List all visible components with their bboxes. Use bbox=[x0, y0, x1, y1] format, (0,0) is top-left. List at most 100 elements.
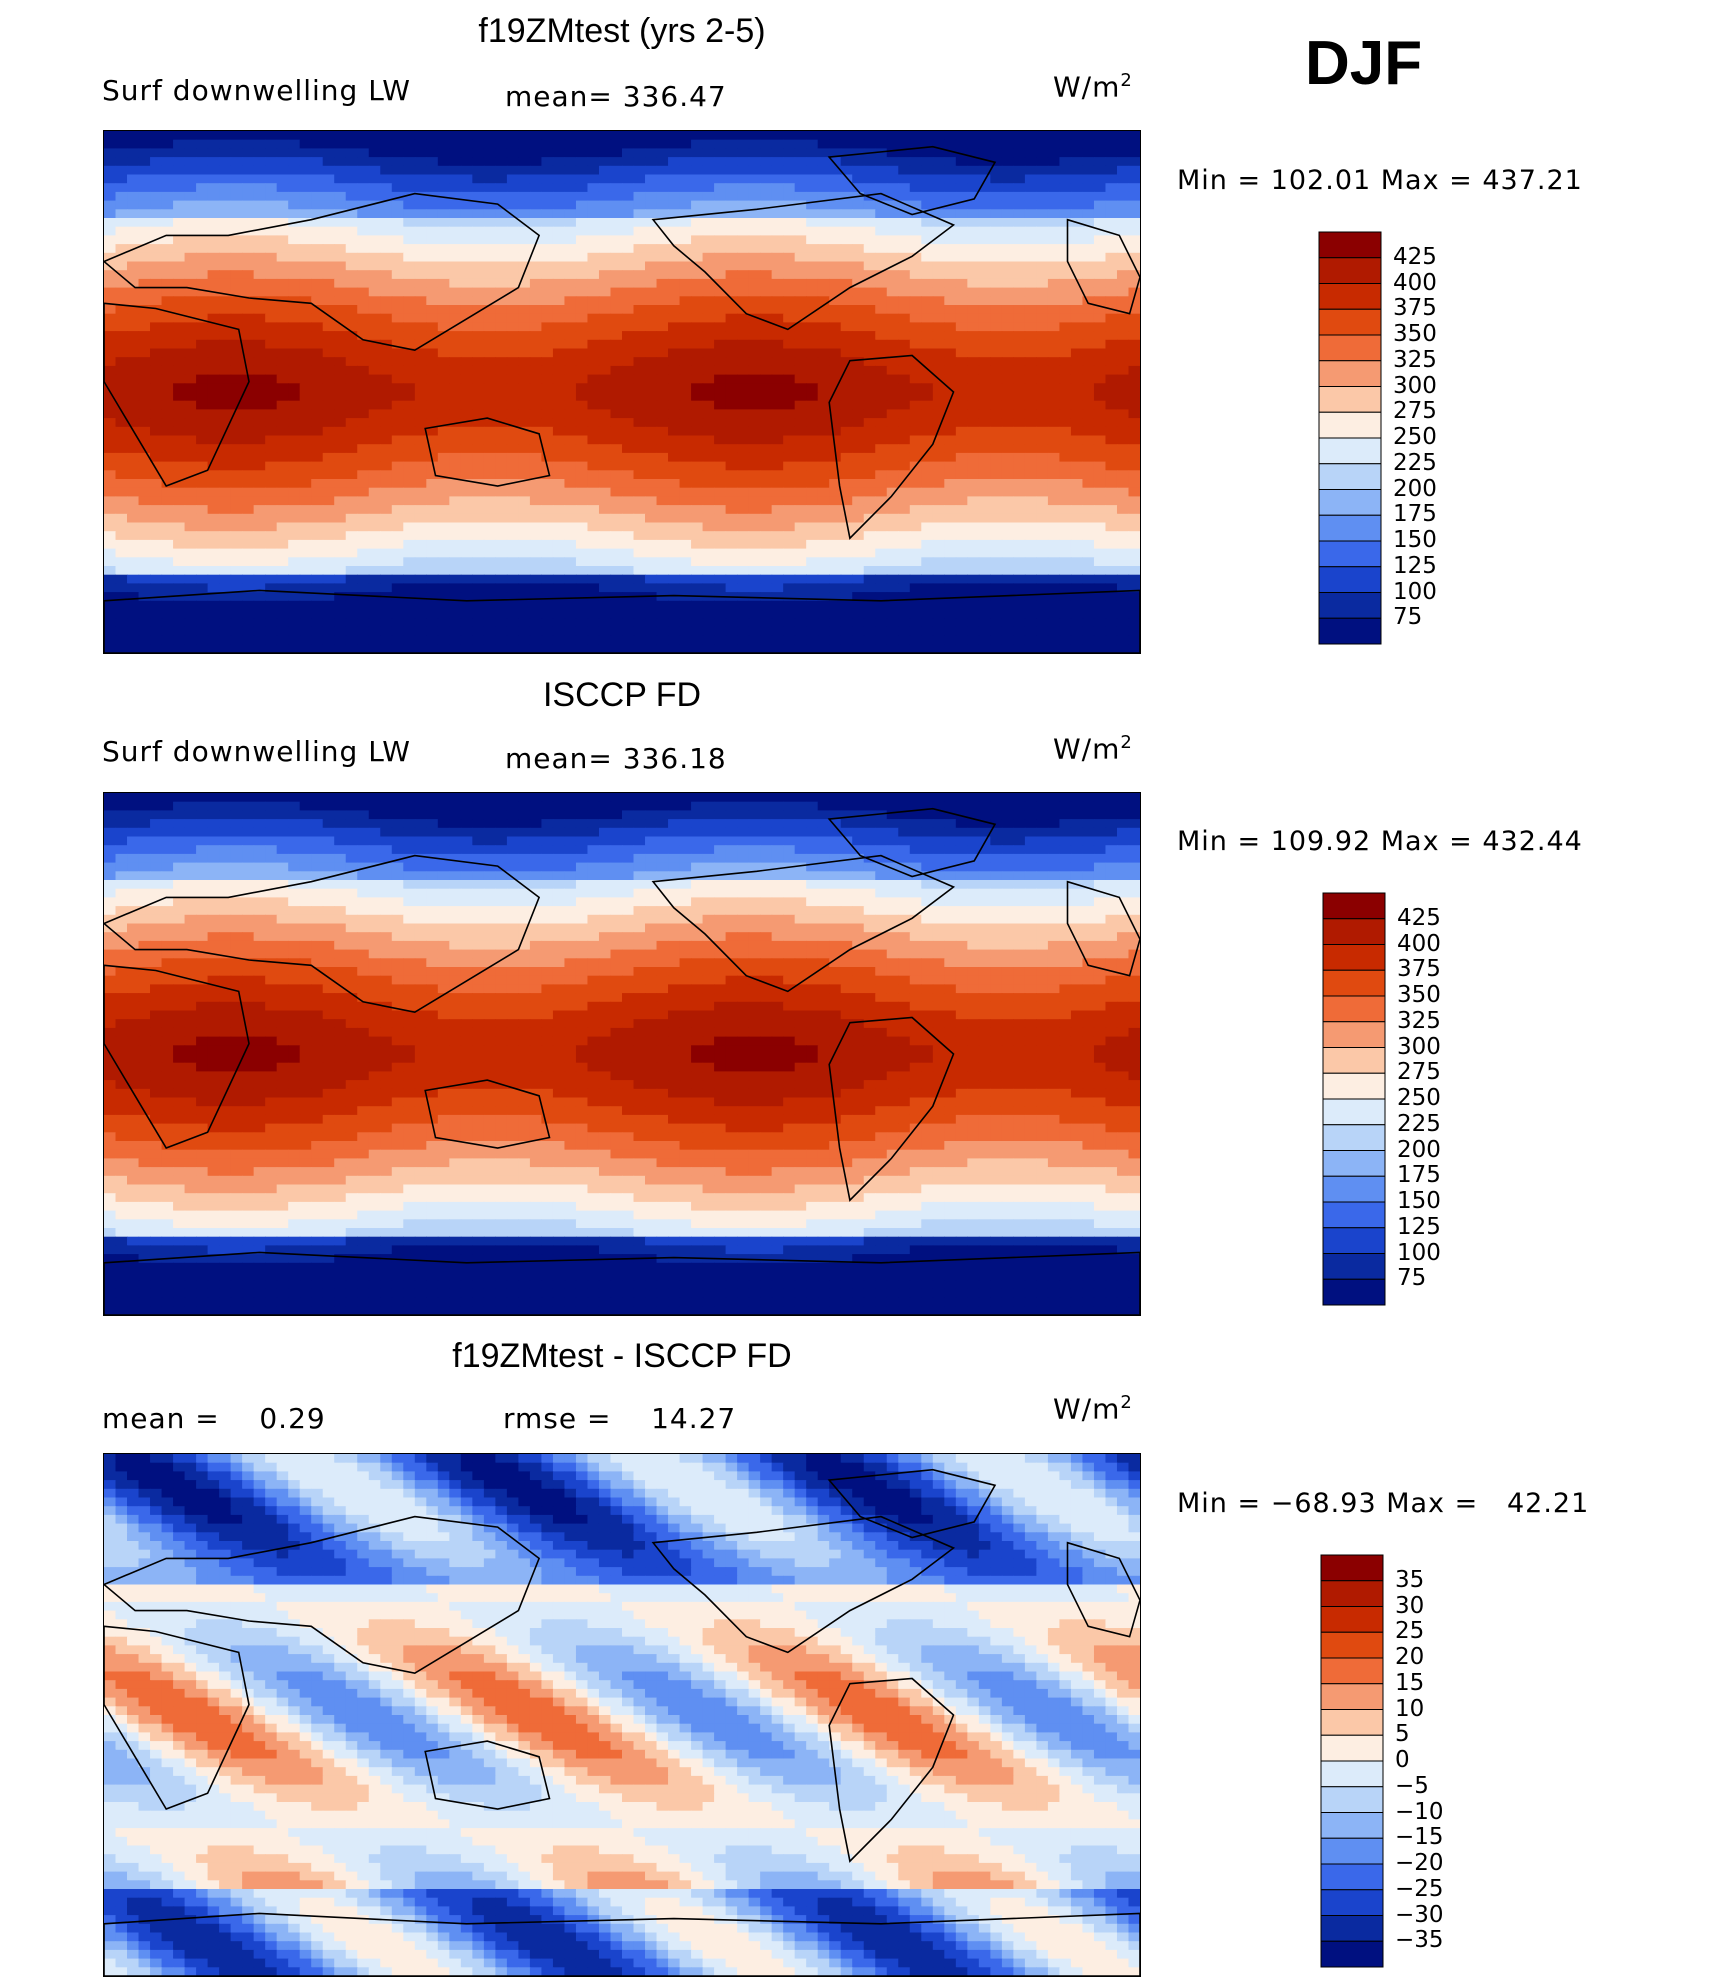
colorbar-tick-label: 175 bbox=[1393, 501, 1437, 528]
colorbar-swatch bbox=[1320, 1606, 1384, 1633]
colorbar-tick-label: 275 bbox=[1397, 1059, 1441, 1086]
colorbar-swatch bbox=[1320, 1863, 1384, 1891]
colorbar-tick-label: 200 bbox=[1397, 1136, 1441, 1163]
colorbar-swatch bbox=[1322, 995, 1386, 1023]
colorbar-swatch bbox=[1318, 283, 1382, 310]
season-label: DJF bbox=[1305, 29, 1423, 98]
panel-3-title: f19ZMtest - ISCCP FD bbox=[452, 1337, 792, 1375]
colorbar-tick-label: 150 bbox=[1397, 1188, 1441, 1214]
colorbar-tick-label: −5 bbox=[1395, 1772, 1429, 1799]
colorbar-tick-label: 375 bbox=[1393, 295, 1437, 322]
colorbar-tick-label: 125 bbox=[1393, 552, 1437, 579]
colorbar-swatch bbox=[1320, 1889, 1384, 1916]
colorbar-tick-label: 125 bbox=[1397, 1213, 1441, 1240]
coastline bbox=[827, 145, 997, 216]
colorbar-tick-label: 225 bbox=[1393, 449, 1437, 476]
colorbar-swatch bbox=[1322, 969, 1386, 997]
colorbar-tick-label: 20 bbox=[1395, 1644, 1425, 1670]
colorbar-tick-label: 35 bbox=[1395, 1566, 1425, 1593]
coastline bbox=[1066, 1541, 1140, 1638]
panel-1-minmax-label: Min = 102.01 Max = 437.21 bbox=[1177, 165, 1583, 196]
colorbar-tick-label: 400 bbox=[1397, 930, 1441, 957]
panel-1-mean-label: mean= 336.47 bbox=[505, 80, 727, 113]
colorbar-tick-label: 425 bbox=[1393, 243, 1437, 270]
coastline bbox=[424, 1079, 551, 1149]
colorbar-swatch bbox=[1318, 514, 1382, 542]
colorbar-swatch bbox=[1318, 540, 1382, 568]
colorbar-swatch bbox=[1318, 592, 1382, 619]
colorbar-swatch bbox=[1320, 1837, 1384, 1865]
coastline bbox=[104, 1625, 250, 1810]
colorbar-swatch bbox=[1322, 1278, 1386, 1306]
colorbar-tick-label: 15 bbox=[1395, 1669, 1425, 1696]
colorbar-tick-label: 300 bbox=[1393, 372, 1437, 399]
colorbar-tick-label: 300 bbox=[1397, 1033, 1441, 1060]
colorbar-tick-label: 325 bbox=[1397, 1007, 1441, 1034]
colorbar-tick-label: −15 bbox=[1395, 1824, 1444, 1851]
coastline bbox=[104, 854, 541, 1014]
colorbar-tick-label: −25 bbox=[1395, 1875, 1444, 1902]
colorbar-swatch bbox=[1320, 1812, 1384, 1839]
colorbar-tick-label: −30 bbox=[1395, 1901, 1444, 1928]
colorbar-swatch bbox=[1318, 231, 1382, 259]
colorbar-swatch bbox=[1320, 1709, 1384, 1736]
panel-1-colorbar: 425 400 375 350 325 300 275 250 225 200 175 150 125 1… bbox=[1318, 231, 1437, 645]
colorbar-swatch bbox=[1322, 1227, 1386, 1254]
colorbar-swatch bbox=[1318, 437, 1382, 465]
colorbar-tick-label: 250 bbox=[1397, 1085, 1441, 1111]
panel-2-unit-label: W/m2 bbox=[1053, 732, 1133, 766]
coastline bbox=[828, 354, 955, 540]
colorbar-tick-label: 100 bbox=[1397, 1239, 1441, 1266]
colorbar-tick-label: 100 bbox=[1393, 578, 1437, 605]
coastline bbox=[104, 1515, 541, 1675]
colorbar-swatch bbox=[1320, 1760, 1384, 1788]
colorbar-swatch bbox=[1320, 1683, 1384, 1710]
coastline bbox=[827, 807, 997, 878]
panel-3-rmse-label: rmse = 14.27 bbox=[503, 1402, 737, 1435]
colorbar-swatch bbox=[1320, 1734, 1384, 1762]
colorbar-tick-label: 30 bbox=[1395, 1592, 1425, 1619]
colorbar-tick-label: 75 bbox=[1397, 1265, 1427, 1292]
colorbar-tick-label: −35 bbox=[1395, 1927, 1444, 1954]
colorbar-swatch bbox=[1320, 1554, 1384, 1582]
colorbar-swatch bbox=[1322, 1201, 1386, 1229]
coastline bbox=[424, 1740, 551, 1810]
panel-3-mean-label: mean = 0.29 bbox=[102, 1402, 326, 1435]
panel-1-variable-label: Surf downwelling LW bbox=[102, 74, 411, 107]
colorbar-swatch bbox=[1322, 1150, 1386, 1177]
colorbar-tick-label: 0 bbox=[1395, 1747, 1410, 1773]
colorbar-swatch bbox=[1320, 1580, 1384, 1607]
colorbar-tick-label: 25 bbox=[1395, 1618, 1425, 1645]
colorbar-swatch bbox=[1320, 1940, 1384, 1968]
colorbar-tick-label: 10 bbox=[1395, 1695, 1425, 1722]
colorbar-tick-label: 5 bbox=[1395, 1721, 1410, 1748]
colorbar-swatch bbox=[1318, 566, 1382, 593]
panel-1-map bbox=[103, 130, 1141, 654]
coastline bbox=[104, 589, 1140, 653]
panel-2-variable-label: Surf downwelling LW bbox=[102, 735, 411, 768]
colorbar-swatch bbox=[1320, 1657, 1384, 1685]
panel-2-minmax-label: Min = 109.92 Max = 432.44 bbox=[1177, 826, 1583, 857]
panel-1-unit-label: W/m2 bbox=[1053, 70, 1133, 104]
colorbar-swatch bbox=[1322, 1021, 1386, 1048]
colorbar-swatch bbox=[1318, 411, 1382, 439]
panel-3-map bbox=[103, 1453, 1141, 1977]
coastline bbox=[1066, 218, 1140, 315]
coastline bbox=[104, 192, 541, 352]
colorbar-swatch bbox=[1320, 1786, 1384, 1813]
colorbar-swatch bbox=[1322, 1175, 1386, 1203]
colorbar-swatch bbox=[1320, 1915, 1384, 1942]
coastline bbox=[651, 1515, 956, 1654]
panel-2-map bbox=[103, 792, 1141, 1316]
coastline bbox=[104, 1912, 1140, 1976]
colorbar-swatch bbox=[1320, 1631, 1384, 1659]
coastline bbox=[827, 1468, 997, 1539]
colorbar-tick-label: 400 bbox=[1393, 269, 1437, 296]
coastline bbox=[828, 1677, 955, 1863]
colorbar-swatch bbox=[1322, 1098, 1386, 1126]
colorbar-tick-label: 175 bbox=[1397, 1162, 1441, 1189]
colorbar-tick-label: −10 bbox=[1395, 1798, 1444, 1825]
colorbar-tick-label: 425 bbox=[1397, 904, 1441, 931]
colorbar-tick-label: 325 bbox=[1393, 346, 1437, 373]
colorbar-tick-label: −20 bbox=[1395, 1850, 1444, 1876]
